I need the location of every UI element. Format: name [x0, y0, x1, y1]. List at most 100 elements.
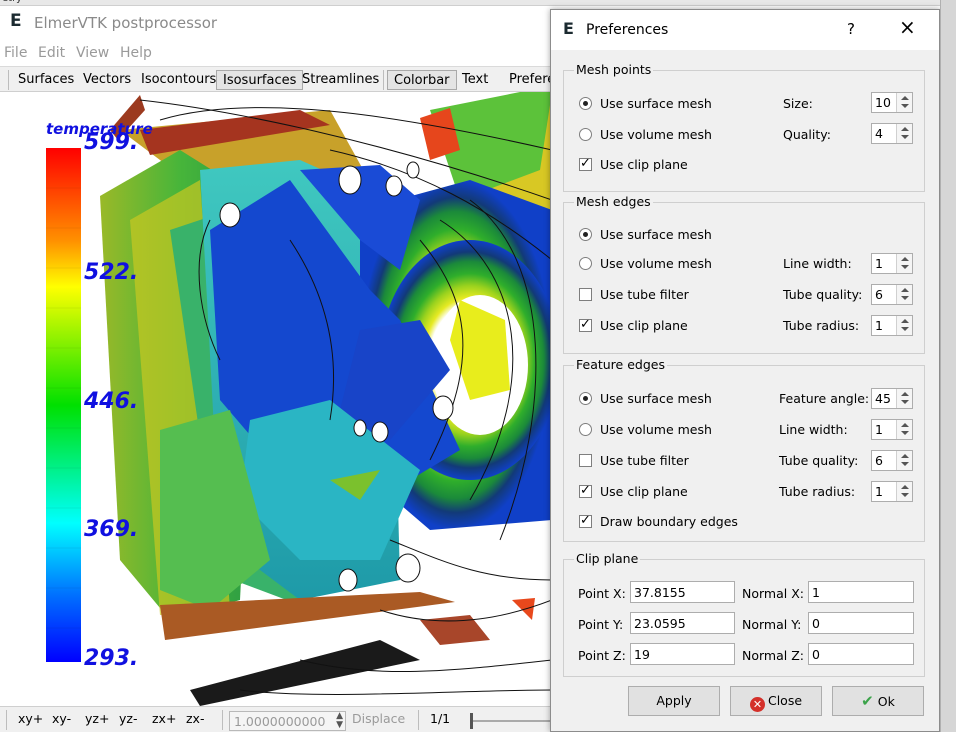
radio-label: Use volume mesh — [600, 422, 712, 437]
displace-scale-spinbox[interactable]: 1.0000000000 ▲ ▼ — [229, 711, 346, 731]
isosurface-render — [100, 92, 552, 706]
point-x-input[interactable]: 37.8155 — [630, 581, 735, 603]
checkbox-label: Use tube filter — [600, 287, 689, 302]
checkmark-icon: ✔ — [861, 692, 874, 710]
spin-value: 10 — [875, 95, 891, 110]
menu-view[interactable]: View — [76, 45, 110, 61]
mesh-edges-clip-checkbox[interactable] — [579, 317, 592, 333]
displace-scale-value: 1.0000000000 — [234, 714, 326, 729]
tube-radius-spinbox[interactable]: 1 — [871, 315, 913, 336]
quality-spinbox[interactable]: 4 — [871, 123, 913, 144]
radio-label: Use surface mesh — [600, 96, 712, 111]
view-zx-plus-button[interactable]: zx+ — [152, 711, 177, 726]
line-width-spinbox[interactable]: 1 — [871, 253, 913, 274]
feature-edges-tube-checkbox[interactable] — [579, 454, 592, 467]
mesh-edges-tube-checkbox[interactable] — [579, 288, 592, 301]
point-x-label: Point X: — [578, 586, 626, 601]
normal-x-input[interactable]: 1 — [808, 581, 914, 603]
spin-arrows-icon[interactable] — [896, 285, 912, 304]
time-slider[interactable] — [470, 713, 552, 729]
colorbar-label-max: 599. — [84, 130, 139, 155]
tube-quality-label: Tube quality: — [783, 287, 863, 302]
menu-help[interactable]: Help — [120, 45, 152, 61]
elmer-logo-icon: E — [10, 11, 22, 31]
spin-arrows-icon[interactable]: ▲ ▼ — [336, 711, 343, 730]
text-button[interactable]: Text — [462, 72, 489, 87]
feature-edges-surface-radio[interactable] — [579, 392, 592, 405]
spin-value: 4 — [875, 126, 883, 141]
surfaces-button[interactable]: Surfaces — [18, 72, 75, 87]
mesh-edges-volume-radio[interactable] — [579, 257, 592, 270]
elmer-logo-icon: E — [563, 19, 574, 38]
quality-label: Quality: — [783, 127, 831, 142]
spin-value: 45 — [875, 391, 891, 406]
toolbar-separator — [383, 70, 384, 90]
bottom-toolbar: xy+ xy- yz+ yz- zx+ zx- 1.0000000000 ▲ ▼ … — [0, 706, 552, 732]
normal-y-label: Normal Y: — [742, 617, 802, 632]
normal-z-label: Normal Z: — [742, 648, 804, 663]
clip-plane-group: Clip plane Point X: 37.8155 Point Y: 23.… — [563, 551, 925, 677]
view-zx-minus-button[interactable]: zx- — [186, 711, 205, 726]
view-xy-plus-button[interactable]: xy+ — [18, 711, 44, 726]
tube-radius-spinbox[interactable]: 1 — [871, 481, 913, 502]
mesh-points-clip-checkbox[interactable] — [579, 156, 592, 172]
close-button[interactable]: ✕ Close — [730, 686, 822, 716]
toolbar-separator — [222, 710, 223, 730]
normal-z-input[interactable]: 0 — [808, 643, 914, 665]
spin-arrows-icon[interactable] — [896, 124, 912, 143]
line-width-spinbox[interactable]: 1 — [871, 419, 913, 440]
boundary-edges-checkbox[interactable] — [579, 513, 592, 529]
preferences-button[interactable]: Prefere — [509, 72, 556, 87]
feature-edges-group: Feature edges Use surface mesh Use volum… — [563, 357, 925, 542]
point-z-input[interactable]: 19 — [630, 643, 735, 665]
vectors-button[interactable]: Vectors — [83, 72, 132, 87]
tube-quality-spinbox[interactable]: 6 — [871, 450, 913, 471]
apply-button[interactable]: Apply — [628, 686, 720, 716]
menu-file[interactable]: File — [4, 45, 28, 61]
window-title: ElmerVTK postprocessor — [34, 14, 218, 32]
spin-value: 6 — [875, 453, 883, 468]
spin-value: 1 — [875, 256, 883, 271]
radio-label: Use volume mesh — [600, 256, 712, 271]
spin-arrows-icon[interactable] — [896, 451, 912, 470]
render-viewport[interactable]: temperature 599. 522. 446. 369. 293. — [0, 92, 552, 706]
close-icon[interactable]: × — [899, 15, 916, 39]
mesh-edges-surface-radio[interactable] — [579, 228, 592, 241]
isosurfaces-button[interactable]: Isosurfaces — [216, 70, 304, 90]
feature-edges-volume-radio[interactable] — [579, 423, 592, 436]
help-button[interactable]: ? — [847, 20, 855, 38]
feature-angle-spinbox[interactable]: 45 — [871, 388, 913, 409]
spin-arrows-icon[interactable] — [896, 389, 912, 408]
spin-arrows-icon[interactable] — [896, 93, 912, 112]
displace-label: Displace — [352, 711, 406, 726]
colorbar-title: temperature — [46, 120, 153, 138]
radio-label: Use surface mesh — [600, 227, 712, 242]
view-yz-plus-button[interactable]: yz+ — [85, 711, 110, 726]
colorbar-button[interactable]: Colorbar — [387, 70, 457, 90]
mesh-points-volume-radio[interactable] — [579, 128, 592, 141]
normal-y-input[interactable]: 0 — [808, 612, 914, 634]
size-label: Size: — [783, 96, 813, 111]
tube-quality-spinbox[interactable]: 6 — [871, 284, 913, 305]
feature-edges-clip-checkbox[interactable] — [579, 483, 592, 499]
dialog-title-bar: E Preferences ? × — [551, 10, 939, 50]
size-spinbox[interactable]: 10 — [871, 92, 913, 113]
spin-arrows-icon[interactable] — [896, 420, 912, 439]
view-xy-minus-button[interactable]: xy- — [52, 711, 72, 726]
streamlines-button[interactable]: Streamlines — [302, 72, 380, 87]
mesh-points-group: Mesh points Use surface mesh Use volume … — [563, 62, 925, 192]
isocontours-button[interactable]: Isocontours — [141, 72, 217, 87]
ok-button[interactable]: ✔ Ok — [832, 686, 924, 716]
point-y-input[interactable]: 23.0595 — [630, 612, 735, 634]
slider-handle[interactable] — [470, 713, 473, 729]
mesh-edges-group: Mesh edges Use surface mesh Use volume m… — [563, 194, 925, 354]
spin-arrows-icon[interactable] — [896, 316, 912, 335]
spin-arrows-icon[interactable] — [896, 254, 912, 273]
spin-arrows-icon[interactable] — [896, 482, 912, 501]
preferences-dialog: E Preferences ? × Mesh points Use surfac… — [550, 9, 940, 732]
mesh-points-surface-radio[interactable] — [579, 97, 592, 110]
colorbar — [46, 148, 81, 662]
menu-edit[interactable]: Edit — [38, 45, 66, 61]
view-yz-minus-button[interactable]: yz- — [119, 711, 138, 726]
colorbar-label-min: 293. — [84, 646, 139, 671]
